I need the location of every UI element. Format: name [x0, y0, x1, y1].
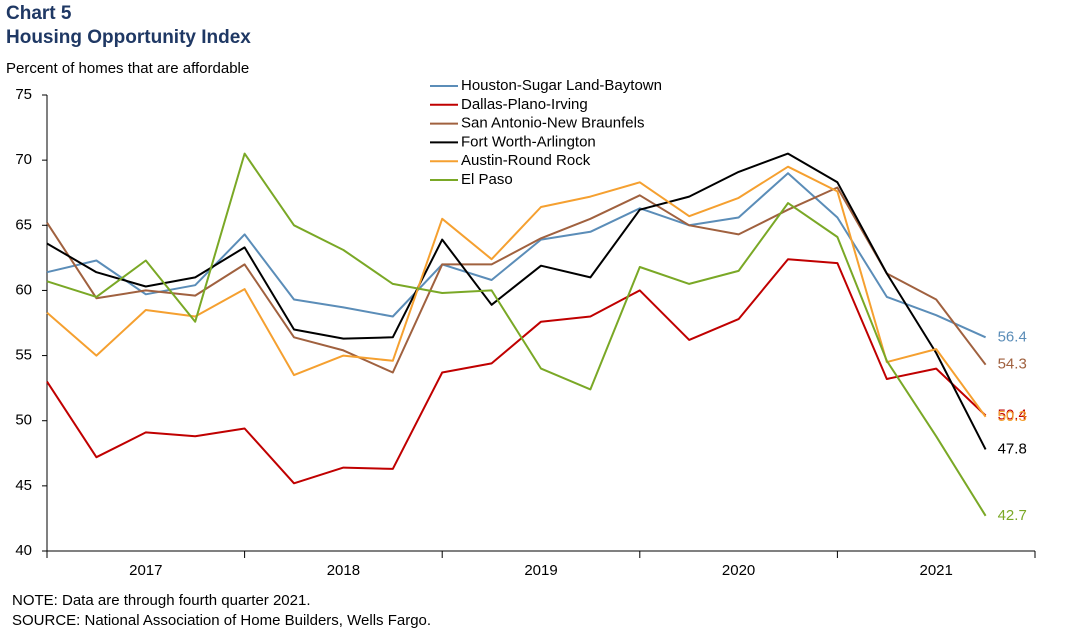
x-tick-label: 2018 — [327, 562, 360, 579]
note: NOTE: Data are through fourth quarter 20… — [12, 592, 311, 609]
source: SOURCE: National Association of Home Bui… — [12, 612, 431, 629]
end-value-label: 42.7 — [998, 507, 1027, 524]
y-tick-label: 60 — [15, 281, 32, 298]
legend-label: El Paso — [461, 171, 513, 188]
y-axis-label: Percent of homes that are affordable — [6, 60, 249, 77]
end-value-label: 47.8 — [998, 440, 1027, 457]
chart-subtitle: Housing Opportunity Index — [6, 27, 251, 48]
series-line — [46, 258, 987, 485]
end-value-label: 50.4 — [998, 406, 1027, 423]
chart-title: Chart 5 — [6, 3, 72, 24]
x-tick-label: 2021 — [920, 562, 953, 579]
end-value-label: 54.3 — [998, 356, 1027, 373]
x-tick-label: 2017 — [129, 562, 162, 579]
y-tick-label: 45 — [15, 477, 32, 494]
y-tick-label: 65 — [15, 216, 32, 233]
y-tick-label: 55 — [15, 347, 32, 364]
end-value-label: 56.4 — [998, 328, 1027, 345]
series-line — [46, 165, 987, 418]
legend-label: San Antonio-New Braunfels — [461, 115, 644, 132]
y-tick-label: 40 — [15, 542, 32, 559]
legend-label: Fort Worth-Arlington — [461, 133, 596, 150]
legend-label: Houston-Sugar Land-Baytown — [461, 77, 662, 94]
series-line — [46, 152, 987, 450]
legend-label: Austin-Round Rock — [461, 152, 591, 169]
legend-label: Dallas-Plano-Irving — [461, 96, 588, 113]
x-tick-label: 2020 — [722, 562, 755, 579]
series-line — [46, 172, 987, 339]
end-value-label: 50.3 — [998, 408, 1027, 425]
y-tick-label: 50 — [15, 412, 32, 429]
y-tick-label: 70 — [15, 151, 32, 168]
series-line — [46, 152, 987, 517]
y-tick-label: 75 — [15, 86, 32, 103]
x-tick-label: 2019 — [524, 562, 557, 579]
